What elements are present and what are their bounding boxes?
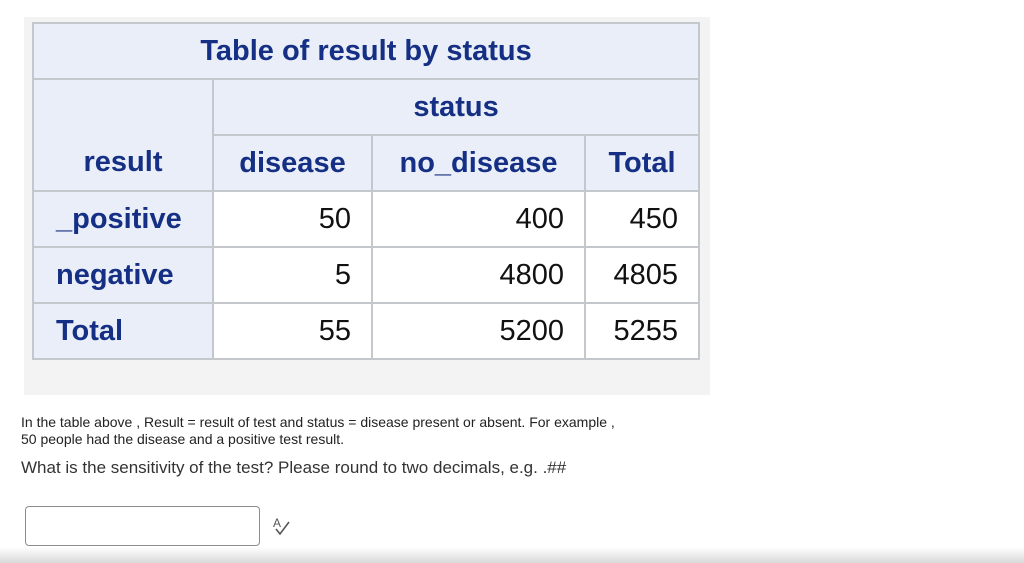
cell-negative-total: 4805: [583, 246, 701, 304]
column-header-no-disease: no_disease: [371, 134, 586, 192]
description-line-1: In the table above , Result = result of …: [21, 414, 615, 430]
cell-total-total: 5255: [583, 302, 701, 360]
cell-total-disease: 55: [212, 302, 373, 360]
cell-negative-no-disease: 4800: [371, 246, 586, 304]
cell-total-no-disease: 5200: [371, 302, 586, 360]
question-text: What is the sensitivity of the test? Ple…: [21, 458, 567, 477]
cell-positive-total: 450: [583, 190, 701, 248]
cell-negative-disease: 5: [212, 246, 373, 304]
svg-text:A: A: [273, 516, 281, 530]
cell-positive-disease: 50: [212, 190, 373, 248]
row-label-positive: _positive: [32, 190, 214, 248]
description-line-2: 50 people had the disease and a positive…: [21, 431, 344, 447]
result-by-status-table: Table of result by status result status …: [31, 22, 701, 360]
row-label-total: Total: [32, 302, 214, 360]
column-header-total: Total: [583, 134, 701, 192]
result-table-container: Table of result by status result status …: [24, 17, 710, 395]
answer-input[interactable]: [25, 506, 260, 546]
table-title: Table of result by status: [31, 22, 701, 80]
spellcheck-icon[interactable]: A: [272, 515, 292, 537]
table-row: negative 5 4800 4805: [32, 246, 701, 304]
row-header-label: result: [83, 146, 163, 178]
bottom-shadow: [0, 547, 1024, 563]
table-description: In the table above , Result = result of …: [21, 414, 721, 448]
table-row: _positive 50 400 450: [32, 190, 701, 248]
row-header-label-cell: result: [32, 78, 214, 192]
column-group-header: status: [211, 78, 701, 136]
column-header-disease: disease: [212, 134, 373, 192]
table-row: Total 55 5200 5255: [32, 302, 701, 360]
row-label-negative: negative: [32, 246, 214, 304]
cell-positive-no-disease: 400: [371, 190, 586, 248]
